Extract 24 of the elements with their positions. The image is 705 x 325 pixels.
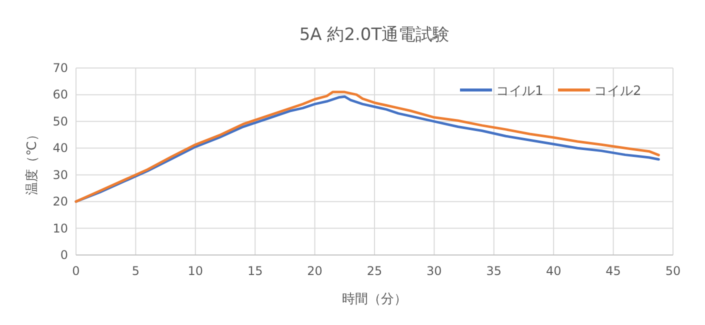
y-tick-label: 70 [52, 61, 68, 75]
x-tick-label: 35 [486, 264, 502, 278]
y-tick-label: 20 [52, 194, 68, 209]
x-tick-label: 20 [307, 264, 322, 278]
x-tick-label: 10 [188, 264, 204, 278]
legend-label: コイル2 [594, 84, 642, 99]
y-tick-label: 10 [52, 221, 68, 236]
x-axis-title: 時間（分） [342, 292, 407, 307]
x-tick-label: 40 [546, 264, 562, 278]
x-tick-label: 15 [247, 264, 263, 278]
legend-label: コイル1 [496, 84, 544, 99]
y-tick-label: 60 [52, 88, 68, 102]
x-tick-label: 50 [665, 264, 681, 278]
x-tick-label: 25 [366, 264, 382, 278]
y-tick-label: 0 [60, 248, 68, 262]
chart-title: 5A 約2.0T通電試験 [299, 25, 450, 45]
x-tick-label: 45 [606, 264, 621, 278]
y-tick-label: 40 [52, 141, 68, 156]
y-tick-label: 50 [52, 114, 68, 128]
x-tick-label: 5 [132, 264, 140, 278]
y-axis-title: 温度（℃） [24, 128, 40, 195]
x-tick-label: 0 [72, 264, 80, 278]
x-tick-label: 30 [426, 264, 442, 278]
y-tick-label: 30 [52, 168, 68, 182]
